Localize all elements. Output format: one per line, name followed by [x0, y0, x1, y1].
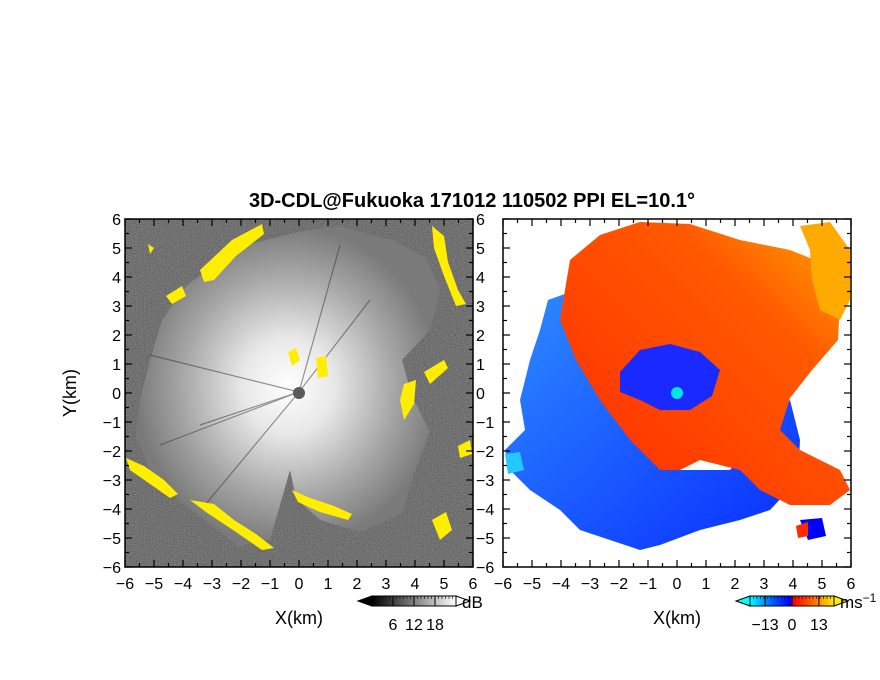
colorbar-tick-label: 13	[810, 617, 828, 634]
x-tick-label: −2	[232, 576, 250, 593]
y-tick-label: −5	[103, 531, 121, 548]
x-tick-label: 3	[760, 576, 769, 593]
snr-x-axis-label: X(km)	[275, 608, 323, 628]
snr-colorbar-unit: dB	[462, 593, 483, 612]
x-tick-label: −3	[203, 576, 221, 593]
snr-y-axis-label: Y(km)	[60, 369, 80, 417]
x-tick-label: 0	[295, 576, 304, 593]
velocity-x-axis-label: X(km)	[653, 608, 701, 628]
x-tick-label: 1	[702, 576, 711, 593]
velocity-colorbar-unit-base: ms	[840, 593, 863, 612]
x-tick-label: 0	[673, 576, 682, 593]
x-tick-label: −6	[116, 576, 134, 593]
velocity-tick-marks	[502, 218, 852, 568]
x-tick-label: −4	[552, 576, 570, 593]
x-tick-label: −6	[494, 576, 512, 593]
velocity-colorbar-left-arrow	[734, 595, 751, 607]
y-tick-label-right: −6	[476, 560, 494, 577]
y-tick-label-right: 6	[476, 212, 485, 229]
y-tick-label-right: 0	[476, 386, 485, 403]
x-tick-label: −5	[145, 576, 163, 593]
y-tick-label-right: −5	[476, 531, 494, 548]
velocity-inner-blue	[620, 344, 720, 410]
x-tick-label: −1	[639, 576, 657, 593]
snr-x-tick-labels: −6 −5 −4 −3 −2 −1 0 1 2 3 4 5 6	[116, 576, 478, 593]
snr-colorbar-left-arrow	[356, 595, 373, 607]
y-tick-label-right: 1	[476, 357, 485, 374]
velocity-image	[503, 219, 851, 567]
snr-colorbar-ticks: 6 12 18	[375, 596, 453, 634]
y-tick-label: 5	[112, 241, 121, 258]
x-tick-label: 5	[818, 576, 827, 593]
x-tick-label: −4	[174, 576, 192, 593]
y-tick-label: −2	[103, 444, 121, 461]
colorbar-tick-label: −13	[752, 617, 779, 634]
velocity-south-red-blob	[796, 522, 808, 538]
snr-y-tick-labels: 6 6 5 5 4 4 3 3 2 2 1 1 0 0 −1 −1 −2 −2 −3 −3 −4 −4 −5 −5 −6 −6	[103, 212, 495, 577]
x-tick-label: 1	[324, 576, 333, 593]
y-tick-label-right: 3	[476, 299, 485, 316]
y-tick-label-right: 4	[476, 270, 485, 287]
colorbar-tick-label: 18	[426, 617, 444, 634]
velocity-cyan-edge	[505, 452, 524, 474]
x-tick-label: −3	[581, 576, 599, 593]
velocity-colorbar-unit-exponent: −1	[863, 591, 877, 605]
y-tick-label-right: −4	[476, 502, 494, 519]
y-tick-label-right: −1	[476, 415, 494, 432]
y-tick-label-right: −2	[476, 444, 494, 461]
velocity-panel: −6 −5 −4 −3 −2 −1 0 1 2 3 4 5 6 X(km) −13 0 13 ms−1	[494, 218, 877, 634]
snr-colorbar: 6 12 18 dB	[356, 593, 483, 634]
snr-image	[125, 219, 473, 567]
snr-tick-marks	[124, 218, 474, 568]
y-tick-label: 0	[112, 386, 121, 403]
colorbar-tick-label: 0	[788, 617, 797, 634]
snr-echo-region	[136, 226, 440, 546]
x-tick-label: −1	[261, 576, 279, 593]
y-tick-label: −4	[103, 502, 121, 519]
velocity-yellow-edge	[800, 222, 850, 320]
y-tick-label: −6	[103, 560, 121, 577]
snr-panel: −6 −5 −4 −3 −2 −1 0 1 2 3 4 5 6 6 65 54 43 32 21 10 0−1 −1−2…	[60, 212, 494, 634]
y-tick-label: 2	[112, 328, 121, 345]
velocity-colorbar-right-arrow	[833, 595, 850, 607]
y-tick-label: −3	[103, 473, 121, 490]
velocity-x-tick-labels: −6 −5 −4 −3 −2 −1 0 1 2 3 4 5 6	[494, 576, 856, 593]
y-tick-label: 6	[112, 212, 121, 229]
y-tick-label-right: 2	[476, 328, 485, 345]
velocity-radar-marker	[671, 387, 683, 399]
velocity-colorbar: −13 0 13 ms−1	[734, 591, 877, 634]
x-tick-label: 4	[411, 576, 420, 593]
x-tick-label: 2	[731, 576, 740, 593]
x-tick-label: 6	[469, 576, 478, 593]
y-tick-label-right: 5	[476, 241, 485, 258]
x-tick-label: 4	[789, 576, 798, 593]
y-tick-label-right: −3	[476, 473, 494, 490]
y-tick-label: 4	[112, 270, 121, 287]
snr-radar-marker	[293, 387, 305, 399]
x-tick-label: 3	[382, 576, 391, 593]
x-tick-label: −2	[610, 576, 628, 593]
x-tick-label: 6	[847, 576, 856, 593]
snr-colorbar-right-arrow	[455, 595, 472, 607]
velocity-colorbar-ticks: −13 0 13	[752, 596, 831, 634]
figure-title: 3D-CDL@Fukuoka 171012 110502 PPI EL=10.1…	[249, 190, 695, 212]
x-tick-label: 5	[440, 576, 449, 593]
snr-radial-streaks	[149, 244, 371, 506]
y-tick-label: 1	[112, 357, 121, 374]
x-tick-label: 2	[353, 576, 362, 593]
snr-yellow-edges	[126, 224, 472, 550]
colorbar-tick-label: 12	[405, 617, 423, 634]
velocity-colorbar-unit: ms−1	[840, 591, 877, 612]
y-tick-label: −1	[103, 415, 121, 432]
y-tick-label: 3	[112, 299, 121, 316]
x-tick-label: −5	[523, 576, 541, 593]
colorbar-tick-label: 6	[389, 617, 398, 634]
